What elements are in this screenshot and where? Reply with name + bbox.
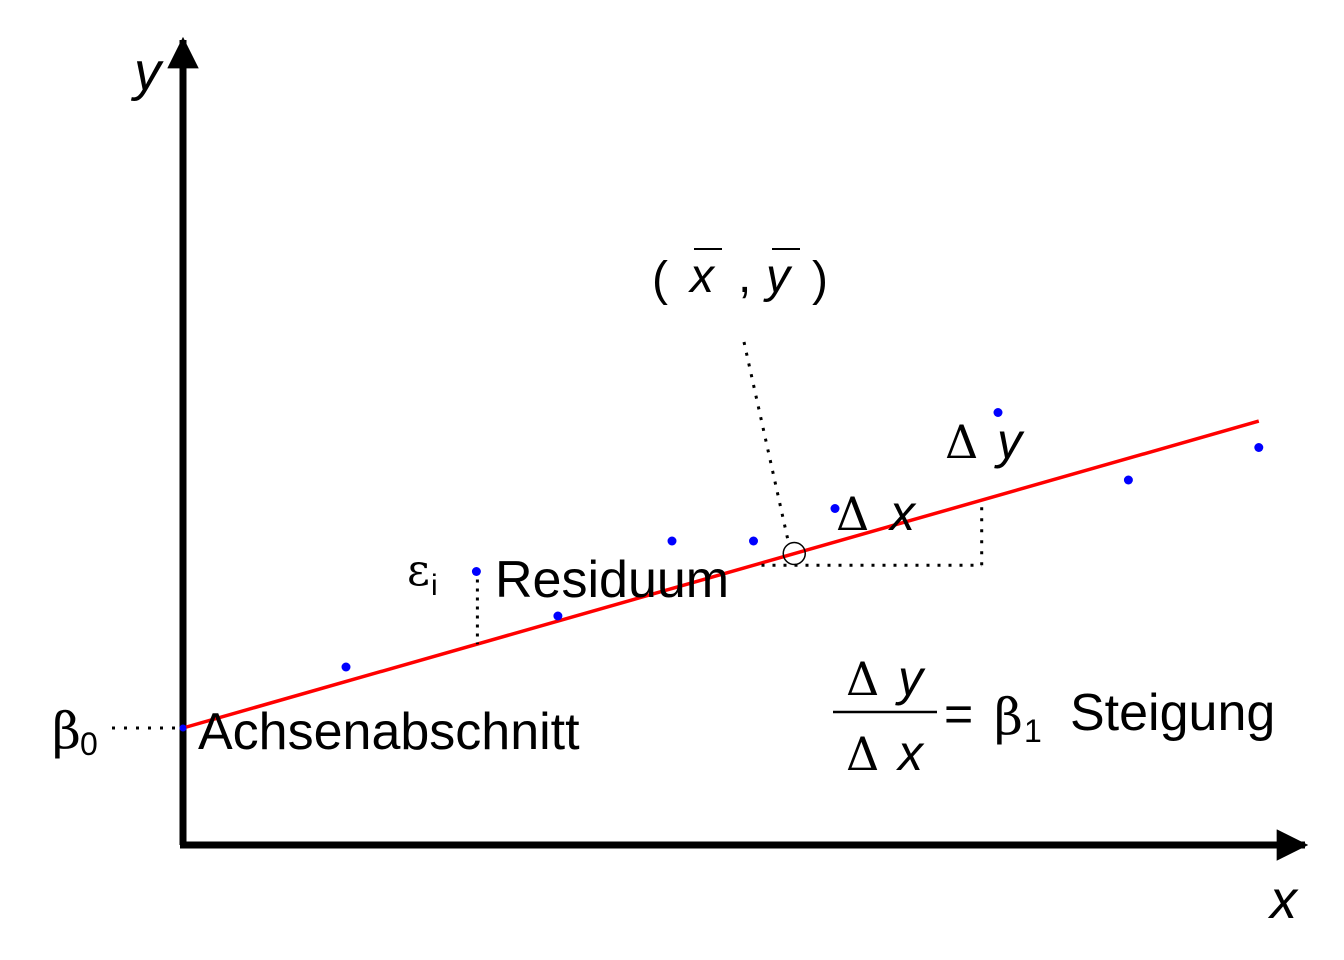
beta1-subscript: 1 [1024, 713, 1042, 749]
data-point [830, 504, 840, 513]
data-points [341, 408, 1264, 672]
beta1-symbol: β [994, 688, 1023, 746]
slope-text: Steigung [1070, 684, 1275, 742]
intercept-label: β 0 Achsenabschnitt [52, 702, 580, 762]
mean-open-paren: ( [652, 253, 668, 306]
beta0-subscript: 0 [80, 726, 98, 762]
mean-y-symbol: y [763, 250, 793, 303]
regression-line [182, 419, 1260, 730]
epsilon-symbol: ε [407, 545, 430, 596]
data-point [553, 611, 563, 621]
fraction-denominator-x: x [896, 725, 925, 781]
delta-x-label: Δ x [836, 485, 917, 541]
equals-sign: = [944, 686, 973, 742]
epsilon-subscript: i [431, 569, 438, 602]
delta-x-symbol: Δ [836, 487, 869, 541]
fraction-numerator-delta: Δ [846, 652, 879, 706]
delta-y-label: Δ y [945, 413, 1025, 469]
data-point [1254, 443, 1264, 452]
beta0-symbol: β [52, 702, 81, 760]
mean-label: ( x , y ) [652, 248, 828, 306]
delta-x-variable: x [888, 485, 917, 541]
data-point [749, 536, 758, 546]
mean-x-symbol: x [688, 250, 716, 303]
data-point [993, 408, 1003, 417]
mean-comma: , [738, 250, 751, 303]
fraction-numerator-y: y [895, 650, 926, 706]
y-axis-label: y [130, 42, 164, 102]
intercept-text: Achsenabschnitt [198, 703, 580, 761]
residual-label: ε i Residuum [407, 545, 729, 609]
delta-y-variable: y [994, 413, 1025, 469]
slope-formula: Δ y Δ x = β 1 Steigung [833, 650, 1275, 781]
x-axis-label: x [1267, 870, 1299, 930]
data-point [1123, 475, 1133, 485]
data-point [471, 567, 481, 576]
intercept-point [179, 724, 187, 732]
data-point [341, 662, 351, 672]
delta-y-symbol: Δ [945, 415, 978, 469]
mean-close-paren: ) [812, 253, 828, 306]
mean-pointer-dotted-line [742, 341, 790, 542]
residual-text: Residuum [495, 551, 729, 609]
fraction-denominator-delta: Δ [846, 727, 879, 781]
mean-point-circle [782, 541, 806, 566]
data-point [667, 536, 677, 546]
